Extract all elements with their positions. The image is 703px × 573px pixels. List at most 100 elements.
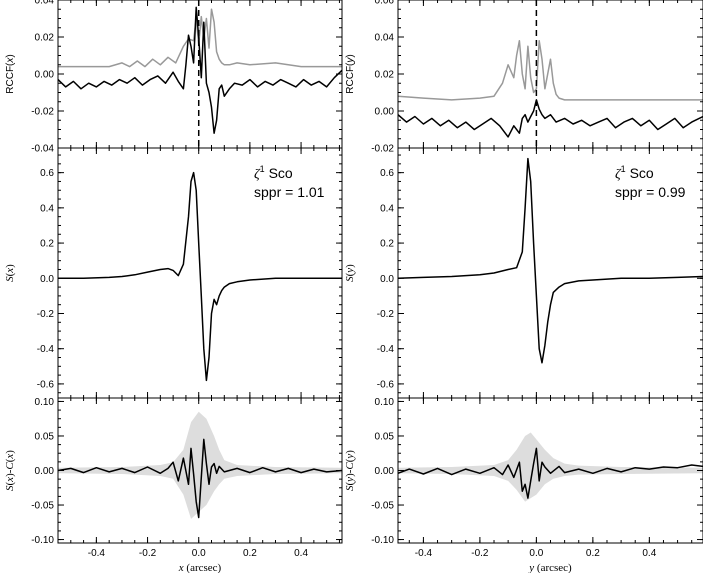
star-greek: ζ [615,167,622,182]
y-axis-title-part: ) [344,264,356,268]
y-axis-title-part: ) [5,54,16,57]
y-tick-label: 0.6 [380,168,394,179]
plot-area [58,411,342,519]
y-axis-title: S(y)-C(y) [344,450,356,491]
panel-rccfx-x: -0.04 -0.02 0.00 0.02 0.04 RCCF(x) [5,0,343,155]
y-axis-title-part: S [344,276,356,282]
x-tick-label: -0.4 [88,548,106,559]
y-axis-title-part: S [4,276,16,282]
panel-sxcx-x: -0.10 -0.05 0.00 0.05 0.10 -0.4 -0.2 0.0 0.2 0.4 S… [4,397,343,573]
y-tick-label: -0.04 [31,144,54,155]
series-line-black [398,99,703,138]
y-tick-label: -0.02 [31,107,54,118]
x-tick-label: -0.2 [471,548,489,559]
y-tick-label: -0.05 [371,501,394,512]
y-axis-title-part: ) [4,264,16,268]
y-tick-label: -0.4 [377,344,395,355]
panel-sycy-y: -0.10 -0.05 0.00 0.05 0.10 -0.4 -0.2 0.0 0.2 0.4 S… [344,397,703,573]
panel-frame [57,0,343,149]
star-name-label: ζ1 Sco [254,164,293,182]
series-line-gray [58,8,342,68]
y-axis-title-part: RCCF( [345,62,356,94]
x-tick-label: 0.4 [294,548,308,559]
x-axis-unit: (arcsec) [534,562,572,573]
y-axis-title-part: y [344,454,356,460]
y-tick-label: -0.6 [377,379,395,390]
series-line-black [398,447,703,499]
x-tick-label: -0.2 [139,548,157,559]
y-tick-label: 0.04 [35,0,55,7]
sppr-label: sppr = 0.99 [615,184,686,200]
y-tick-label: 0.04 [375,33,395,44]
y-axis-title-part: - [344,469,356,473]
x-tick-label: 0.2 [586,548,600,559]
y-axis-title: S(x)-C(x) [4,450,16,491]
y-axis-title-part: ) [345,54,356,57]
y-tick-label: 0.02 [35,33,55,44]
y-tick-label: -0.02 [371,144,394,155]
uncertainty-band [58,411,342,519]
star-suffix: Sco [265,165,293,181]
plot-area [58,0,342,148]
plot-area [58,171,342,382]
y-axis-title-part: ( [4,458,16,462]
star-superscript: 1 [621,164,626,174]
y-axis-title-part: y [344,477,356,483]
y-tick-label: 0.06 [375,0,395,7]
y-tick-label: -0.4 [37,344,55,355]
y-axis-title-part: ( [344,458,356,462]
series-line-black [398,157,703,364]
plot-area [398,157,703,364]
y-tick-label: 0.2 [40,239,54,250]
y-axis-title-part: y [344,268,356,274]
x-axis-var: x [178,562,184,573]
y-axis-title-part: RCCF( [5,62,16,94]
y-tick-label: -0.05 [31,501,54,512]
x-axis-title: x (arcsec) [178,562,222,573]
y-axis-title-part: x [4,268,16,274]
x-tick-label: 0.0 [529,548,543,559]
panel-rccfy-y: -0.02 0.00 0.02 0.04 0.06 RCCF(y) [345,0,703,155]
y-axis-title-part: ( [344,272,356,276]
x-axis-unit: (arcsec) [184,562,222,573]
y-axis-title: RCCF(y) [345,54,356,93]
y-axis-title-part: S [344,485,356,491]
plot-area [398,432,703,502]
x-tick-label: 0.4 [642,548,656,559]
star-greek: ζ [254,167,261,182]
y-axis-title: S(x) [4,264,16,282]
y-tick-label: 0.02 [375,70,395,81]
y-axis-title-part: x [5,57,16,64]
y-tick-label: 0.00 [375,107,395,118]
star-suffix: Sco [626,165,654,181]
star-name-label: ζ1 Sco [615,164,654,182]
x-tick-label: -0.4 [415,548,433,559]
x-tick-label: 0.2 [243,548,257,559]
y-tick-label: -0.10 [31,535,54,546]
y-axis-title-part: x [4,454,16,460]
y-tick-label: -0.2 [377,309,395,320]
y-axis-title-part: ) [344,450,356,454]
series-line-black [58,6,342,134]
panel-sx-x: -0.6 -0.4 -0.2 0.0 0.2 0.4 0.6 S(x) [4,147,343,399]
y-tick-label: 0.00 [35,466,55,477]
y-axis-title-part: y [345,57,356,64]
plot-area [398,0,703,148]
y-axis-title: RCCF(x) [5,54,16,93]
y-tick-label: 0.00 [375,466,395,477]
y-axis-title-part: ( [4,481,16,485]
uncertainty-band [398,432,703,502]
x-axis-title: y (arcsec) [528,562,572,573]
y-axis-title-part: C [4,462,16,470]
panel-frame [397,0,703,149]
y-axis-title-part: - [4,469,16,473]
y-axis-title: S(y) [344,264,356,282]
y-tick-label: 0.05 [35,431,55,442]
y-axis-title-part: ) [4,473,16,477]
y-tick-label: 0.0 [380,274,394,285]
series-line-black [58,171,342,382]
x-tick-label: 0.0 [192,548,206,559]
y-axis-title-part: ( [4,272,16,276]
star-superscript: 1 [260,164,265,174]
